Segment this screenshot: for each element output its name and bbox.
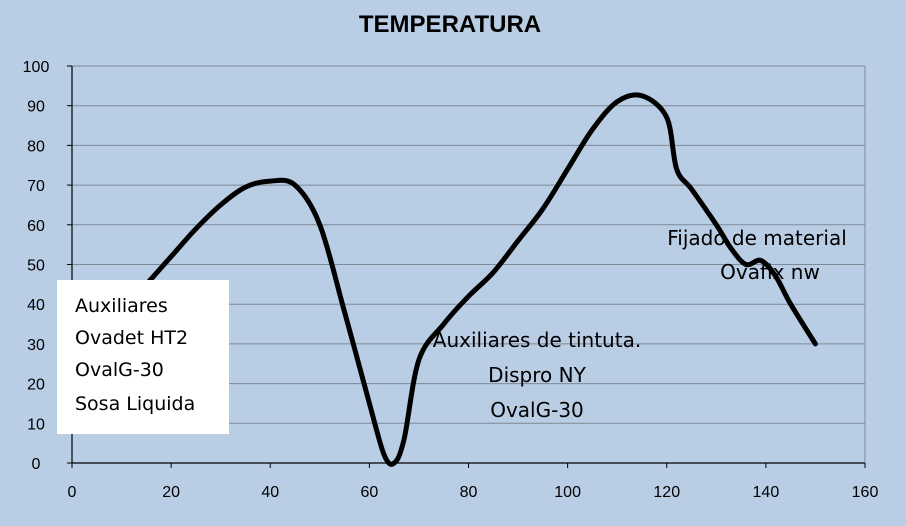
y-tick-label-20: 20	[27, 377, 45, 394]
annotation-1-line-2: Ovadet HT2	[75, 327, 188, 349]
annotation-2-line-2: Dispro NY	[488, 363, 586, 387]
annotation-1-line-3: OvalG-30	[75, 359, 164, 381]
y-tick-label-80: 80	[27, 138, 45, 155]
y-tick-label-40: 40	[27, 297, 45, 314]
y-tick-label-90: 90	[27, 99, 45, 116]
annotation-1-line-4: Sosa Liquida	[75, 393, 195, 415]
series-line-temperatura	[143, 92, 818, 467]
x-tick-label-0: 0	[68, 484, 77, 501]
annotation-fijado: Fijado de material Ovafix nw	[667, 226, 847, 284]
y-tick-label-50: 50	[27, 258, 45, 275]
y-tick-label-70: 70	[27, 178, 45, 195]
x-tick-labels: 0 20 40 60 80 100 120 140 160	[68, 463, 879, 501]
annotation-2-line-3: OvalG-30	[490, 398, 584, 422]
y-tick-label-60: 60	[27, 218, 45, 235]
annotation-2-line-1: Auxiliares de tintuta.	[433, 328, 641, 352]
x-tick-label-140: 140	[753, 484, 780, 501]
x-tick-label-20: 20	[162, 484, 180, 501]
x-tick-label-120: 120	[653, 484, 680, 501]
annotation-1-line-1: Auxiliares	[75, 295, 168, 317]
annotation-auxiliares-box: Auxiliares Ovadet HT2 OvalG-30 Sosa Liqu…	[57, 280, 229, 434]
chart-title: TEMPERATURA	[359, 11, 541, 38]
annotation-3-line-1: Fijado de material	[667, 226, 847, 250]
y-tick-label-10: 10	[27, 416, 45, 433]
y-tick-label-30: 30	[27, 337, 45, 354]
annotation-3-line-2: Ovafix nw	[720, 260, 820, 284]
annotation-tintura: Auxiliares de tintuta. Dispro NY OvalG-3…	[433, 328, 641, 422]
annotation-box-background	[57, 280, 229, 434]
x-tick-label-40: 40	[261, 484, 279, 501]
y-tick-label-100: 100	[23, 59, 50, 76]
x-tick-label-80: 80	[460, 484, 478, 501]
x-tick-label-100: 100	[554, 484, 581, 501]
x-tick-label-60: 60	[360, 484, 378, 501]
x-tick-label-160: 160	[852, 484, 879, 501]
y-tick-label-0: 0	[32, 456, 41, 473]
